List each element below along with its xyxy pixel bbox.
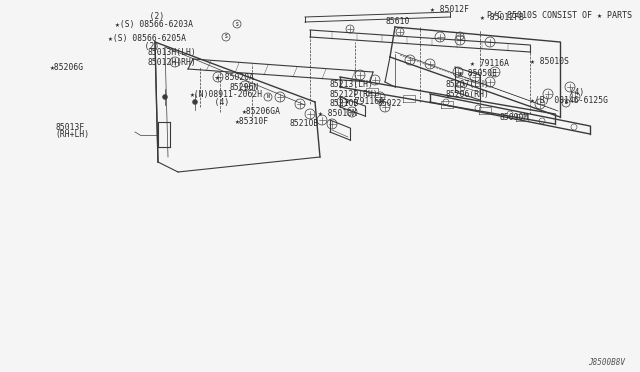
Text: N: N xyxy=(267,94,269,99)
Text: ★(S) 08566-6203A: ★(S) 08566-6203A xyxy=(115,20,193,29)
Text: 85022: 85022 xyxy=(378,99,403,109)
Text: ★ 85050E: ★ 85050E xyxy=(458,70,497,78)
Text: ★ 85010X: ★ 85010X xyxy=(318,109,357,119)
Text: ★85310F: ★85310F xyxy=(235,118,269,126)
Text: (2): (2) xyxy=(135,13,164,22)
Circle shape xyxy=(163,94,168,99)
Text: ★85206GA: ★85206GA xyxy=(242,108,281,116)
Text: P/C 85010S CONSIST OF ★ PARTS: P/C 85010S CONSIST OF ★ PARTS xyxy=(487,10,632,19)
Text: (2): (2) xyxy=(130,42,159,51)
Text: ★ 85012F: ★ 85012F xyxy=(430,6,469,15)
Text: ★(S) 08566-6205A: ★(S) 08566-6205A xyxy=(108,33,186,42)
Text: (4): (4) xyxy=(555,87,584,96)
Text: ★ 85012FB: ★ 85012FB xyxy=(480,13,524,22)
Text: (RH+LH): (RH+LH) xyxy=(55,131,89,140)
Text: 85012H(RH): 85012H(RH) xyxy=(148,58,196,67)
Text: ★ 79116A: ★ 79116A xyxy=(345,97,384,106)
Text: ★ 85010S: ★ 85010S xyxy=(530,58,569,67)
Text: 85212P(RH): 85212P(RH) xyxy=(330,90,379,99)
Text: 85610: 85610 xyxy=(385,17,410,26)
Text: 8521OB: 8521OB xyxy=(330,99,359,109)
Text: 85090M: 85090M xyxy=(500,112,529,122)
Text: J8500B8V: J8500B8V xyxy=(588,358,625,367)
Circle shape xyxy=(193,99,198,105)
Text: (4): (4) xyxy=(200,97,229,106)
Text: ★(B) 08146-6125G: ★(B) 08146-6125G xyxy=(530,96,608,105)
Text: 8521OB: 8521OB xyxy=(290,119,319,128)
Text: 85296N: 85296N xyxy=(230,83,259,92)
Text: ★ 85020A: ★ 85020A xyxy=(215,73,254,81)
Text: ★(N)08911-2062H: ★(N)08911-2062H xyxy=(190,90,263,99)
Text: 85213(LH): 85213(LH) xyxy=(330,80,374,90)
Text: 85013F: 85013F xyxy=(55,122,84,131)
Text: 85013H(LH): 85013H(LH) xyxy=(148,48,196,57)
Text: S: S xyxy=(225,35,227,39)
Text: S: S xyxy=(236,22,239,26)
Text: ★ 79116A: ★ 79116A xyxy=(470,60,509,68)
Text: 85207(LH): 85207(LH) xyxy=(445,80,489,89)
Text: B: B xyxy=(564,100,568,106)
Text: ★85206G: ★85206G xyxy=(50,62,84,71)
Text: 85206(RH): 85206(RH) xyxy=(445,90,489,99)
